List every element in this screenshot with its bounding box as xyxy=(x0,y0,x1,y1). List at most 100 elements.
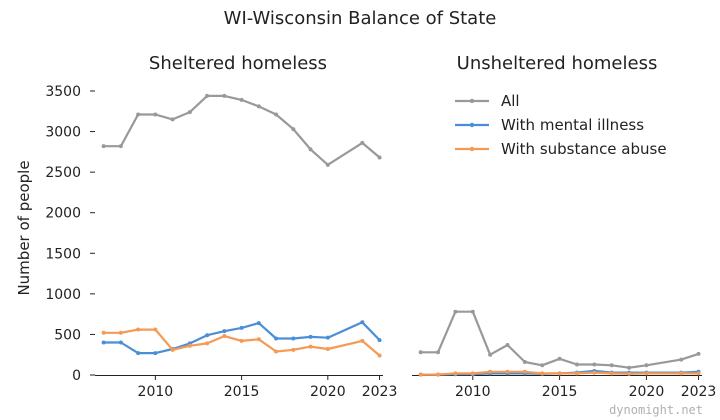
y-axis-label: Number of people xyxy=(15,160,33,295)
plot-layer: 2010 2015 2020 2023 0 500 1000 1500 2000 2500 3000… xyxy=(45,84,716,400)
data-point xyxy=(291,336,296,341)
data-point xyxy=(256,104,261,109)
data-point xyxy=(488,352,493,357)
y-tick-label: 3000 xyxy=(45,125,81,141)
data-point xyxy=(522,369,527,374)
x-tick-label: 2023 xyxy=(681,384,717,400)
y-tick-label: 1000 xyxy=(45,287,81,303)
data-point xyxy=(557,356,562,361)
data-point xyxy=(239,325,244,330)
data-point xyxy=(540,371,545,376)
watermark: dynomight.net xyxy=(609,403,703,417)
data-point xyxy=(592,362,597,367)
legend-item: With substance abuse xyxy=(455,140,667,158)
data-point xyxy=(470,309,475,314)
data-point xyxy=(187,110,192,115)
data-point xyxy=(101,144,106,149)
data-point xyxy=(574,362,579,367)
data-point xyxy=(377,353,382,358)
data-point xyxy=(239,97,244,102)
panel-title-sheltered: Sheltered homeless xyxy=(149,53,327,74)
data-point xyxy=(609,371,614,376)
data-point xyxy=(325,162,330,167)
data-point xyxy=(222,329,227,334)
data-point xyxy=(256,337,261,342)
legend-item: With mental illness xyxy=(455,116,644,134)
data-point xyxy=(136,351,141,356)
data-point xyxy=(644,363,649,368)
data-point xyxy=(101,340,106,345)
data-point xyxy=(627,371,632,376)
data-point xyxy=(291,127,296,132)
legend-label: All xyxy=(501,92,520,110)
data-point xyxy=(205,93,210,98)
panel-0: 2010 2015 2020 2023 0 500 1000 1500 2000 2500 3000… xyxy=(45,84,397,400)
legend-item: All xyxy=(455,92,520,110)
data-point xyxy=(453,309,458,314)
data-point xyxy=(574,371,579,376)
legend-marker xyxy=(469,122,475,128)
data-point xyxy=(696,351,701,356)
legend-label: With mental illness xyxy=(501,116,644,134)
data-point xyxy=(377,338,382,343)
series-line-with-substance-abuse xyxy=(420,370,699,376)
data-point xyxy=(609,363,614,368)
data-point xyxy=(360,140,365,145)
x-tick-label: 2010 xyxy=(455,384,491,400)
y-tick-label: 2000 xyxy=(45,206,81,222)
x-tick-label: 2010 xyxy=(138,384,174,400)
data-point xyxy=(153,327,158,332)
data-point xyxy=(308,334,313,339)
data-point xyxy=(522,360,527,365)
y-tick-label: 2500 xyxy=(45,165,81,181)
x-tick-label: 2020 xyxy=(629,384,665,400)
data-point xyxy=(592,370,597,375)
series-line-with-mental-illness xyxy=(103,321,381,355)
data-point xyxy=(505,342,510,347)
panel-1: 2010 2015 2020 2023 xyxy=(412,309,717,400)
data-point xyxy=(291,347,296,352)
data-point xyxy=(679,371,684,376)
data-point xyxy=(453,371,458,376)
data-point xyxy=(118,340,123,345)
data-point xyxy=(627,365,632,370)
chart-title: WI-Wisconsin Balance of State xyxy=(224,8,497,29)
data-point xyxy=(239,338,244,343)
data-point xyxy=(101,330,106,335)
data-point xyxy=(274,349,279,354)
y-tick-label: 0 xyxy=(72,368,81,384)
data-point xyxy=(308,344,313,349)
data-point xyxy=(436,350,441,355)
data-point xyxy=(325,347,330,352)
data-point xyxy=(256,321,261,326)
data-point xyxy=(153,351,158,356)
data-point xyxy=(274,112,279,117)
data-point xyxy=(418,350,423,355)
data-point xyxy=(696,371,701,376)
data-point xyxy=(418,372,423,377)
legend: All With mental illness With substance abu… xyxy=(455,92,667,158)
data-point xyxy=(505,369,510,374)
data-point xyxy=(170,117,175,122)
data-point xyxy=(557,371,562,376)
data-point xyxy=(360,338,365,343)
x-tick-label: 2020 xyxy=(310,384,346,400)
data-point xyxy=(644,371,649,376)
x-tick-label: 2015 xyxy=(542,384,578,400)
data-point xyxy=(360,320,365,325)
data-point xyxy=(222,93,227,98)
data-point xyxy=(118,330,123,335)
x-tick-label: 2023 xyxy=(362,384,398,400)
data-point xyxy=(470,371,475,376)
data-point xyxy=(205,341,210,346)
data-point xyxy=(679,357,684,362)
data-point xyxy=(488,369,493,374)
series-line-all xyxy=(420,310,699,369)
series-line-with-substance-abuse xyxy=(103,328,381,357)
y-tick-label: 500 xyxy=(54,327,81,343)
y-tick-label: 1500 xyxy=(45,246,81,262)
y-tick-label: 3500 xyxy=(45,84,81,100)
data-point xyxy=(205,333,210,338)
